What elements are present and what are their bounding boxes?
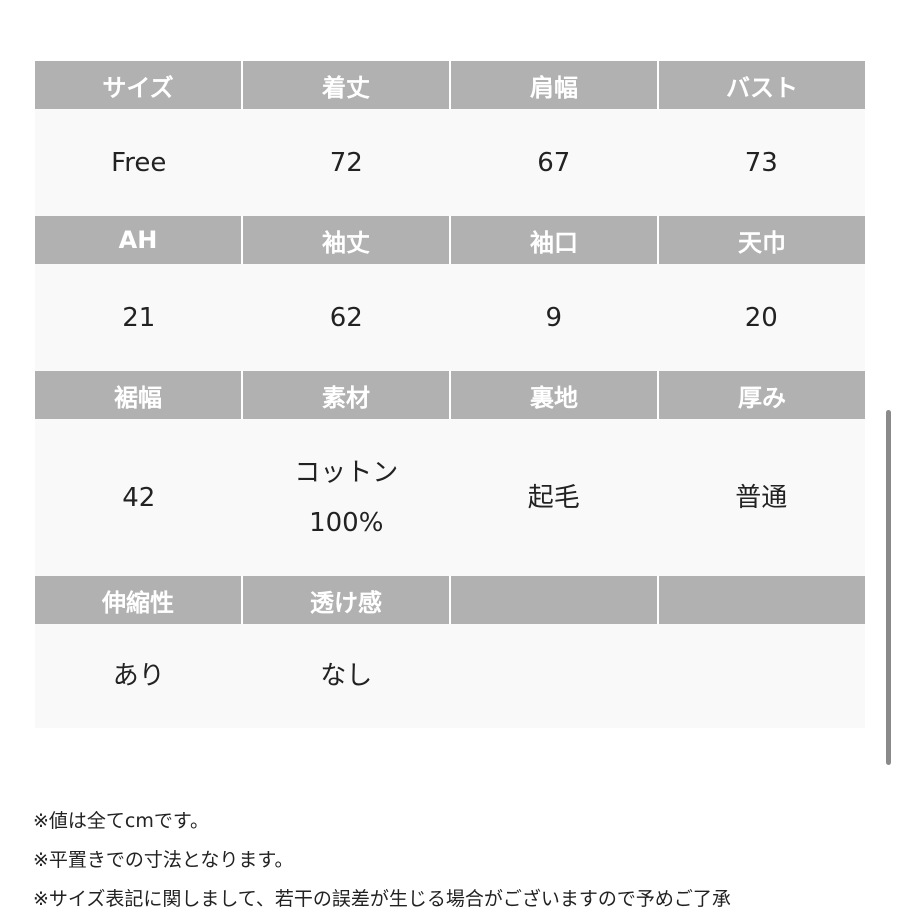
value-cell: あり [112, 661, 165, 691]
header-row: AH 袖丈 袖口 天巾 [35, 216, 865, 264]
note-2: ※平置きでの寸法となります。 [33, 849, 294, 871]
header-cell [659, 576, 865, 624]
header-cell: 天巾 [659, 216, 865, 264]
value-cell: Free [111, 147, 167, 178]
header-cell: 透け感 [243, 576, 449, 624]
header-cell: 伸縮性 [35, 576, 241, 624]
header-cell: 着丈 [243, 61, 449, 109]
value-cell: 73 [744, 147, 778, 178]
value-row: 42 コットン 100% 起毛 普通 [35, 419, 865, 576]
header-cell: 厚み [659, 371, 865, 419]
header-cell [451, 576, 657, 624]
note-1: ※値は全てcmです。 [33, 810, 209, 832]
scrollbar[interactable] [886, 410, 891, 765]
value-cell: 72 [329, 147, 363, 178]
value-cell: 62 [329, 302, 363, 333]
header-cell: 袖丈 [243, 216, 449, 264]
header-row: サイズ 着丈 肩幅 バスト [35, 61, 865, 109]
value-cell: 42 [122, 482, 156, 513]
header-cell: 裏地 [451, 371, 657, 419]
header-row: 伸縮性 透け感 [35, 576, 865, 624]
value-cell: 普通 [735, 482, 788, 513]
value-row: Free 72 67 73 [35, 109, 865, 216]
value-cell: 67 [537, 147, 571, 178]
header-cell: AH [35, 216, 241, 264]
value-cell: 9 [545, 302, 563, 333]
size-table: サイズ 着丈 肩幅 バスト Free 72 67 73 AH 袖丈 袖口 天巾 21 62 9 20 裾幅 素材裏… [35, 61, 865, 728]
header-cell: 肩幅 [451, 61, 657, 109]
value-cell: 20 [744, 302, 778, 333]
header-cell: バスト [659, 61, 865, 109]
header-cell: 袖口 [451, 216, 657, 264]
value-cell: コットン 100% [294, 457, 399, 538]
notes: ※値は全てcmです。 ※平置きでの寸法となります。 ※サイズ表記に関しまして、若… [33, 802, 731, 919]
value-row: 21 62 9 20 [35, 264, 865, 371]
value-cell [658, 624, 866, 728]
value-row: あり なし [35, 624, 865, 728]
header-cell: サイズ [35, 61, 241, 109]
value-cell: 21 [122, 302, 156, 333]
header-cell: 素材 [243, 371, 449, 419]
value-cell [450, 624, 658, 728]
value-cell: なし [320, 661, 373, 691]
value-cell: 起毛 [527, 482, 580, 513]
header-row: 裾幅 素材 裏地 厚み [35, 371, 865, 419]
header-cell: 裾幅 [35, 371, 241, 419]
